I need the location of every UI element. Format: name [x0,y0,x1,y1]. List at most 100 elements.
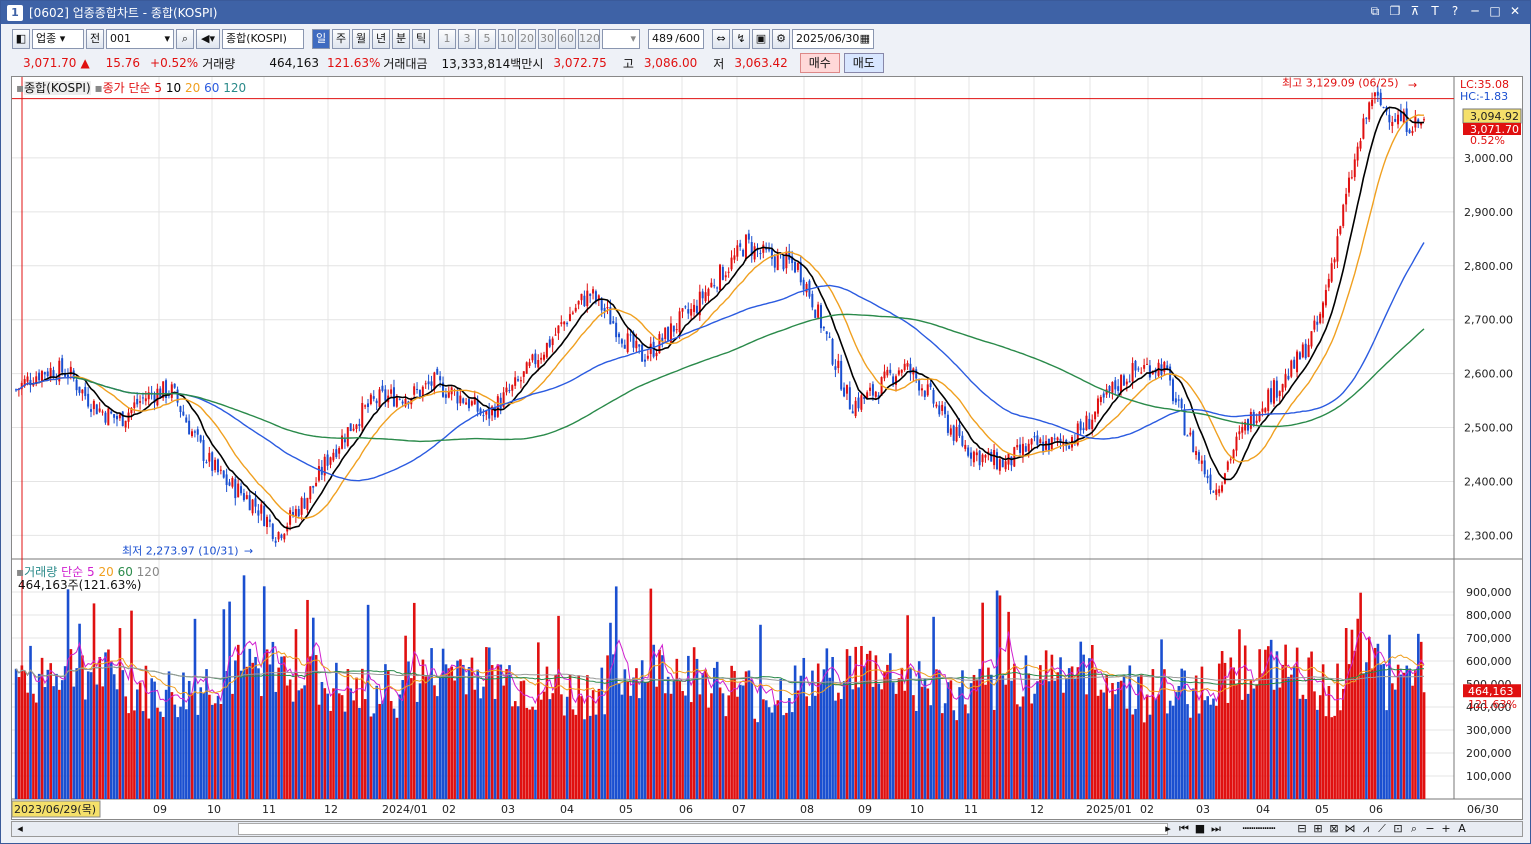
volume-bar [643,682,647,799]
scroll-thumb[interactable] [238,823,1168,835]
rewind-icon[interactable]: ⏮ [1179,822,1189,835]
candle-body [485,410,488,415]
candle-body [315,482,318,487]
candle-body [551,338,554,346]
font-size-icon[interactable]: A [1458,822,1466,835]
font-icon[interactable]: T [1431,4,1439,18]
gear-icon[interactable]: ⚙ [772,29,790,49]
stop-icon[interactable]: ■ [1194,822,1206,835]
legend-vol-ma60[interactable]: 60 [117,565,133,579]
volume-bar [623,669,627,799]
search-icon[interactable]: ⌕ [176,29,194,49]
chart-tool-2-icon[interactable]: ⊞ [1313,822,1323,835]
candle-body [935,404,938,407]
interval-30[interactable]: 30 [538,29,556,49]
candle-body [1238,431,1241,435]
volume-bar [1399,674,1403,799]
layout-icon[interactable]: ◧ [12,29,30,49]
interval-60[interactable]: 60 [558,29,576,49]
candle-body [661,337,664,342]
volume-bar [1393,689,1397,799]
prev-button[interactable]: 전 [86,29,104,49]
chart-tool-5-icon[interactable]: ⩘ [1362,822,1370,835]
legend-ma60[interactable]: 60 [204,81,220,95]
legend-volume-name[interactable]: 거래량 [24,565,58,579]
sector-select[interactable]: 업종 ▾ [32,29,84,49]
help-icon[interactable]: ? [1451,4,1459,18]
legend-vol-ma5[interactable]: 단순 5 [61,565,95,579]
copy-icon[interactable]: ❐ [1389,4,1401,18]
legend-ma5[interactable]: 종가 단순 5 [102,81,163,95]
zoom-icon[interactable]: ⇔ [712,29,730,49]
chart-type-icon[interactable]: ↯ [732,29,750,49]
volume-bar [1105,674,1109,799]
chart-tool-7-icon[interactable]: ⊡ [1393,822,1403,835]
zoom-out-icon[interactable]: − [1425,822,1435,835]
interval-5[interactable]: 5 [478,29,496,49]
tab-day[interactable]: 일 [312,29,330,49]
candle-body [1186,435,1189,437]
calendar-icon[interactable]: ▦ [859,32,870,45]
candle-body [1379,92,1382,106]
legend-vol-ma20[interactable]: 20 [98,565,114,579]
tab-week[interactable]: 주 [332,29,350,49]
chart-scrollbar[interactable]: ◂ ▸ ⏮ ■ ⏭ ┅┅┅┅┅ ⊟ ⊞ ⊠ ⋈ ⩘ ⟋ ⊡ ⌕ − + A [11,821,1523,837]
chart-tool-6-icon[interactable]: ⟋ [1378,822,1386,835]
candle-body [701,291,704,299]
sell-button[interactable]: 매도 [843,53,884,73]
save-icon[interactable]: ▣ [752,29,770,49]
candle-body [459,395,462,404]
legend-index-name[interactable]: 종합(KOSPI) [24,81,91,95]
volume-bar [60,680,64,799]
chart-tool-1-icon[interactable]: ⊟ [1297,822,1307,835]
speaker-icon[interactable]: ◀▾ [196,29,220,49]
chart-canvas[interactable]: 2,300.00 2,400.00 2,500.00 2,600.00 2,700.00… [12,77,1522,819]
close-icon[interactable]: ✕ [1509,4,1521,18]
candle-body [1120,374,1123,393]
minimize-icon[interactable]: ─ [1471,4,1479,18]
date-field[interactable]: 2025/06/30 ▦ [792,29,874,49]
interval-20[interactable]: 20 [518,29,536,49]
candle-body [543,354,545,360]
volume-bar [1226,702,1230,799]
volume-bar [701,673,705,799]
tab-month[interactable]: 월 [352,29,370,49]
zoom-in-icon[interactable]: + [1441,822,1451,835]
scroll-right-icon[interactable]: ▸ [1165,822,1171,835]
speed-slider[interactable]: ┅┅┅┅┅ [1242,822,1276,835]
candle-body [750,242,753,256]
count-field[interactable]: 489/600 [648,29,704,49]
link-icon[interactable]: ⧉ [1370,4,1380,18]
interval-10[interactable]: 10 [498,29,516,49]
tab-tick[interactable]: 틱 [412,29,430,49]
volume-bar [981,602,984,799]
interval-120[interactable]: 120 [578,29,600,49]
chart-tool-4-icon[interactable]: ⋈ [1344,822,1356,835]
candle-body [938,405,941,415]
maximize-icon[interactable]: □ [1489,4,1501,18]
tab-year[interactable]: 년 [372,29,390,49]
pin-icon[interactable]: ⊼ [1410,4,1420,18]
legend-ma20[interactable]: 20 [184,81,201,95]
buy-button[interactable]: 매수 [799,53,840,73]
legend-vol-ma120[interactable]: 120 [136,565,160,579]
chart-area[interactable]: 2,300.00 2,400.00 2,500.00 2,600.00 2,700.00… [11,76,1523,820]
scroll-left-icon[interactable]: ◂ [17,822,23,835]
code-input[interactable]: 001 ▾ [106,29,174,49]
chart-tool-3-icon[interactable]: ⊠ [1329,822,1339,835]
name-field[interactable]: 종합(KOSPI) [222,29,304,49]
tab-minute[interactable]: 분 [392,29,410,49]
volume-bar [854,646,858,799]
interval-select[interactable]: ▾ [602,29,640,49]
legend-ma10[interactable]: 10 [165,81,182,95]
candle-body [684,306,687,308]
zoom-search-icon[interactable]: ⌕ [1410,822,1418,835]
interval-3[interactable]: 3 [458,29,476,49]
legend-ma120[interactable]: 120 [223,81,247,95]
volume-bar [808,705,811,799]
candle-body [1420,122,1423,126]
volume-bar [1142,722,1146,799]
interval-1[interactable]: 1 [438,29,456,49]
fast-forward-icon[interactable]: ⏭ [1211,822,1221,835]
volume-bar [216,695,220,799]
